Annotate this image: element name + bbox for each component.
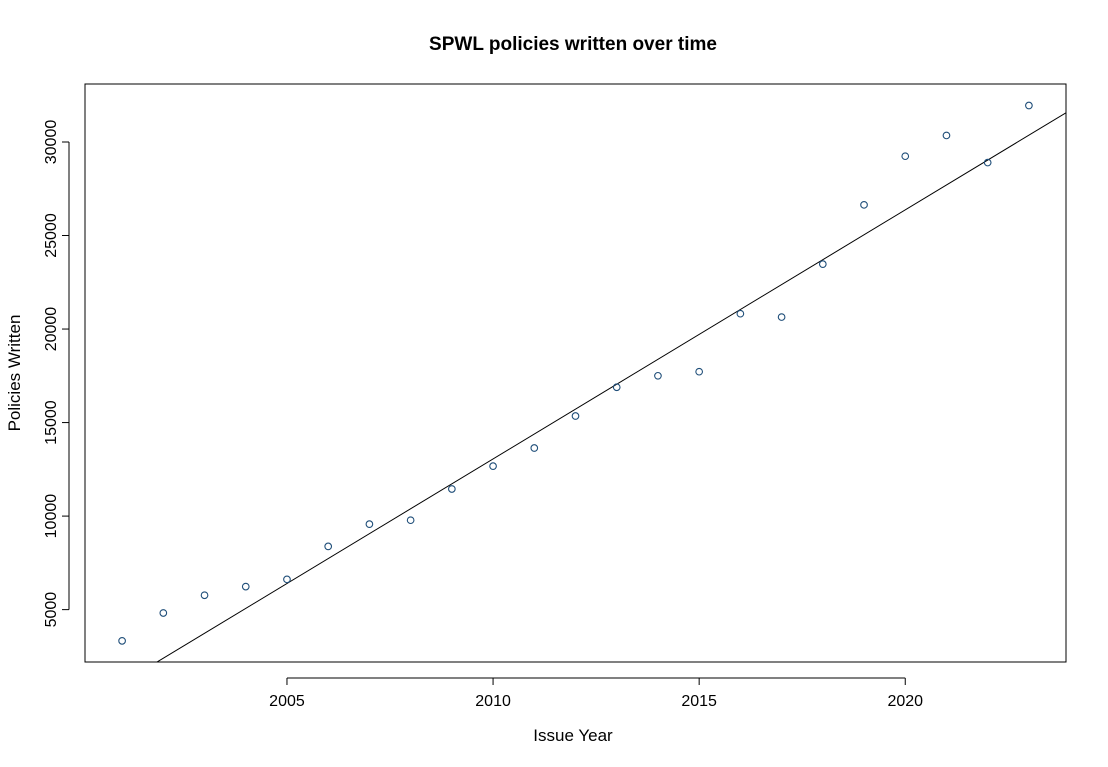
data-point xyxy=(200,591,209,600)
y-axis: 5000 10000 15000 20000 25000 30000 xyxy=(43,120,70,628)
y-tick-label: 10000 xyxy=(43,494,60,539)
x-axis-label: Issue Year xyxy=(533,726,613,745)
regression-line-layer xyxy=(156,112,1066,662)
y-tick-label: 20000 xyxy=(43,307,60,352)
data-point xyxy=(818,260,827,268)
data-point xyxy=(406,516,415,525)
x-axis: 2005 2010 2015 2020 xyxy=(269,677,923,710)
y-tick-label: 25000 xyxy=(43,213,60,258)
data-point xyxy=(530,444,539,452)
x-tick-label: 2020 xyxy=(887,693,923,710)
data-point xyxy=(1025,101,1033,110)
data-point xyxy=(777,313,786,321)
data-point xyxy=(612,383,621,392)
data-point xyxy=(489,462,497,471)
data-point xyxy=(654,371,662,380)
chart-title: SPWL policies written over time xyxy=(429,34,717,55)
data-point xyxy=(283,575,291,584)
x-tick-label: 2010 xyxy=(475,693,511,710)
data-point xyxy=(736,309,745,318)
y-tick-label: 15000 xyxy=(43,400,60,445)
y-tick-label: 30000 xyxy=(43,120,60,165)
data-point xyxy=(695,367,704,376)
x-tick-label: 2015 xyxy=(681,693,717,710)
data-point xyxy=(571,412,580,420)
data-point xyxy=(860,200,868,209)
data-point xyxy=(159,609,168,617)
x-tick-label: 2005 xyxy=(269,693,305,710)
data-points xyxy=(118,101,1033,645)
y-tick-label: 5000 xyxy=(43,592,60,628)
y-axis-label: Policies Written xyxy=(5,315,24,432)
data-point xyxy=(118,637,126,645)
data-point xyxy=(447,485,456,493)
data-point xyxy=(983,158,992,167)
data-point xyxy=(942,131,951,140)
regression-line xyxy=(156,112,1066,662)
data-point xyxy=(901,152,910,161)
plot-frame xyxy=(84,83,1067,663)
data-point xyxy=(324,542,333,551)
data-point xyxy=(365,520,374,528)
data-point xyxy=(241,582,250,591)
